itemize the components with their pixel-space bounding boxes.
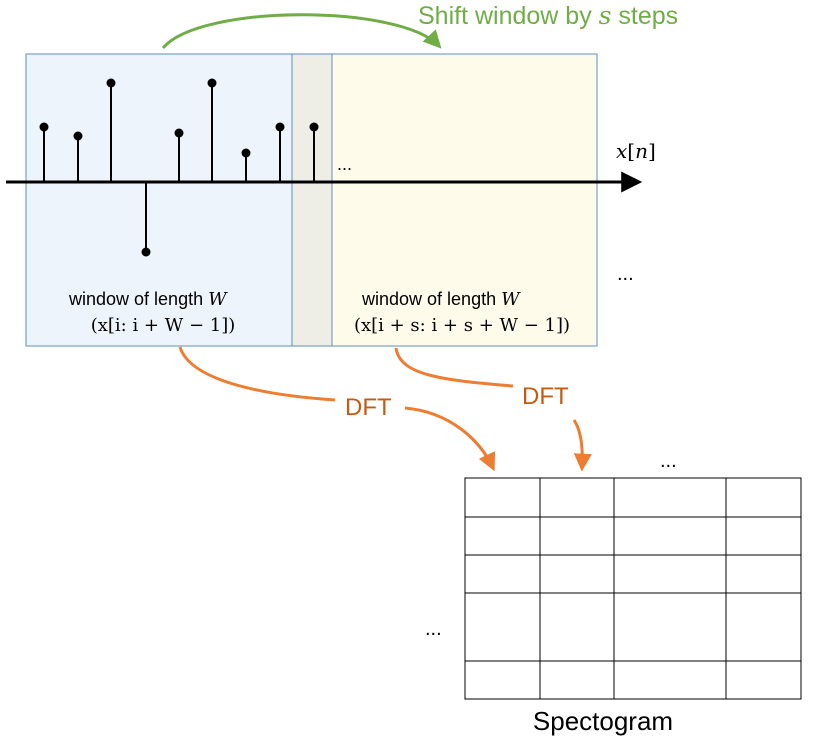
window-2-range: (x[i + s: i + s + W − 1]) <box>354 315 570 336</box>
spectrogram-label: Spectogram <box>533 706 673 736</box>
window-overlap <box>291 53 333 347</box>
window-1-range: (x[i: i + W − 1]) <box>91 315 236 336</box>
dft-label-1: DFT <box>345 394 392 421</box>
sample-dot <box>106 78 116 88</box>
grid-left-ellipsis: ... <box>425 618 442 640</box>
window-2-box <box>291 53 598 347</box>
sample-dot <box>275 122 285 132</box>
grid-top-ellipsis: ... <box>660 450 677 472</box>
sample-dot <box>309 122 319 132</box>
grid-border <box>464 477 802 700</box>
sample-dot <box>174 128 184 138</box>
signal-ellipsis: ... <box>337 154 352 174</box>
sample-dot <box>241 148 251 158</box>
sample-dot <box>207 78 217 88</box>
sample-dot <box>39 122 49 132</box>
spectrogram-grid <box>464 477 802 700</box>
dft-label-2: DFT <box>522 383 569 410</box>
signal-axis-label: x[n] <box>616 139 656 163</box>
dft-arrow-2 <box>394 347 582 468</box>
sample-dot <box>141 247 151 257</box>
right-ellipsis: ... <box>617 263 634 285</box>
signal-samples <box>39 78 319 257</box>
dft-arrow-1 <box>178 346 493 468</box>
shift-arrow <box>161 13 442 49</box>
sample-dot <box>73 131 83 141</box>
window-2-title: window of length W <box>361 289 521 310</box>
shift-label: Shift window by s steps <box>418 1 678 30</box>
signal-stems <box>43 83 315 252</box>
window-1-box <box>25 53 333 347</box>
window-1-title: window of length W <box>68 289 228 310</box>
